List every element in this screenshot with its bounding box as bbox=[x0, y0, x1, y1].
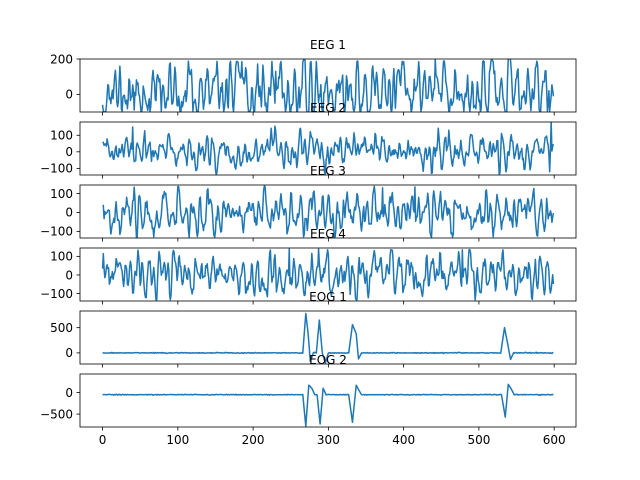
y-tick-label: 0 bbox=[65, 206, 73, 220]
panel-title: EOG 1 bbox=[309, 290, 347, 304]
y-tick-label: −100 bbox=[40, 162, 73, 176]
y-tick-label: 0 bbox=[65, 145, 73, 159]
y-tick-label: 0 bbox=[65, 268, 73, 282]
y-tick-label: −100 bbox=[40, 287, 73, 301]
x-tick-label: 100 bbox=[166, 433, 189, 447]
y-tick-label: 100 bbox=[50, 129, 73, 143]
x-tick-label: 200 bbox=[242, 433, 265, 447]
panel-title: EEG 3 bbox=[310, 164, 346, 178]
x-tick-label: 300 bbox=[317, 433, 340, 447]
subplot-6: −500 0 0 100 200 300 400 500 600 EOG 2 bbox=[40, 353, 576, 447]
panel-title: EOG 2 bbox=[309, 353, 347, 367]
subplot-4: −100 0 100 EEG 4 bbox=[40, 227, 576, 305]
y-tick-label: 100 bbox=[50, 187, 73, 201]
subplot-2: −100 0 100 EEG 2 bbox=[40, 101, 576, 179]
x-tick-label: 400 bbox=[392, 433, 415, 447]
panel-title: EEG 2 bbox=[310, 101, 346, 115]
x-tick-label: 600 bbox=[543, 433, 566, 447]
subplot-3: −100 0 100 EEG 3 bbox=[40, 164, 576, 242]
x-tick-label: 0 bbox=[99, 433, 107, 447]
y-tick-label: −100 bbox=[40, 225, 73, 239]
y-tick-label: −500 bbox=[40, 407, 73, 421]
y-tick-label: 0 bbox=[65, 386, 73, 400]
y-tick-label: 100 bbox=[50, 250, 73, 264]
panel-title: EEG 4 bbox=[310, 227, 346, 241]
y-tick-label: 500 bbox=[50, 321, 73, 335]
panel-title: EEG 1 bbox=[310, 38, 346, 52]
y-tick-label: 0 bbox=[65, 88, 73, 102]
series-line-eog-2 bbox=[103, 384, 554, 426]
x-tick-label: 500 bbox=[467, 433, 490, 447]
y-tick-label: 200 bbox=[50, 52, 73, 66]
axes-frame-6 bbox=[80, 374, 576, 427]
y-tick-label: 0 bbox=[65, 346, 73, 360]
